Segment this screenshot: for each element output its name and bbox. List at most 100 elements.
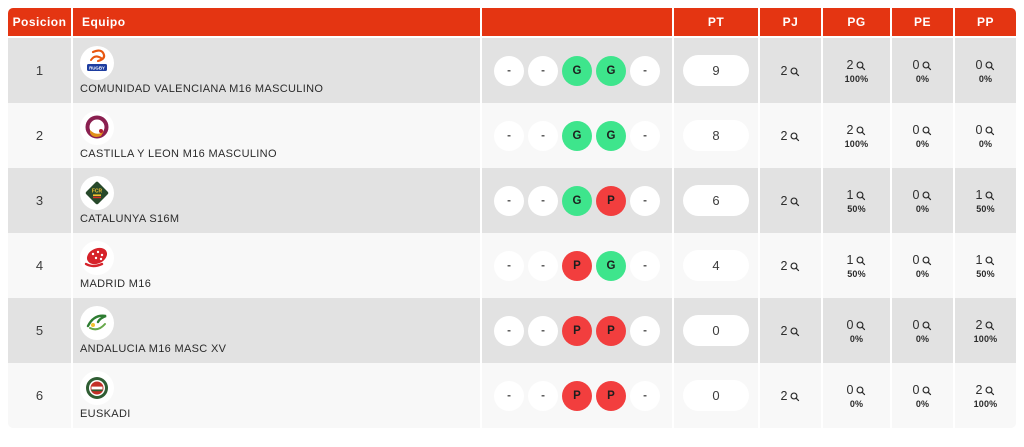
wins-cell[interactable]: 1 50% (821, 233, 890, 298)
played-value: 2 (780, 323, 788, 338)
andalucia-logo-icon (80, 306, 114, 340)
wins-value: 0 (846, 382, 854, 397)
magnifier-icon[interactable] (922, 61, 932, 71)
magnifier-icon[interactable] (856, 61, 866, 71)
form-result-indicator: - (630, 185, 660, 216)
losses-cell[interactable]: 2 100% (953, 298, 1016, 363)
form-result-indicator: P (562, 250, 592, 281)
magnifier-icon[interactable] (856, 191, 866, 201)
magnifier-icon[interactable] (856, 386, 866, 396)
form-result-indicator: P (562, 380, 592, 411)
draws-cell[interactable]: 0 0% (890, 298, 953, 363)
svg-text:FCR: FCR (92, 189, 103, 195)
losses-value: 1 (975, 252, 983, 267)
draws-cell[interactable]: 0 0% (890, 168, 953, 233)
magnifier-icon[interactable] (856, 256, 866, 266)
draws-cell[interactable]: 0 0% (890, 363, 953, 428)
magnifier-icon[interactable] (790, 392, 800, 402)
team-cell[interactable]: MADRID M16 (71, 233, 480, 298)
table-row: 5 ANDALUCIA M16 MASC XV - - P P - 0 2 0 (8, 298, 1016, 363)
catalunya-logo-icon: FCR (80, 176, 114, 210)
losses-percentage: 50% (976, 268, 995, 279)
header-form (480, 8, 672, 36)
form-cell: - - G G - (480, 38, 672, 103)
magnifier-icon[interactable] (922, 321, 932, 331)
played-cell[interactable]: 2 (758, 103, 821, 168)
losses-value: 0 (975, 57, 983, 72)
wins-cell[interactable]: 1 50% (821, 168, 890, 233)
form-result-indicator: - (528, 315, 558, 346)
magnifier-icon[interactable] (790, 262, 800, 272)
losses-percentage: 0% (978, 138, 993, 149)
wins-percentage: 50% (847, 268, 866, 279)
wins-value: 0 (846, 317, 854, 332)
losses-value: 1 (975, 187, 983, 202)
team-cell[interactable]: CASTILLA Y LEON M16 MASCULINO (71, 103, 480, 168)
magnifier-icon[interactable] (985, 321, 995, 331)
table-row: 2 CASTILLA Y LEON M16 MASCULINO - - G G … (8, 103, 1016, 168)
form-result-indicator: - (494, 185, 524, 216)
form-result-indicator: - (630, 250, 660, 281)
form-result-indicator: P (596, 380, 626, 411)
magnifier-icon[interactable] (985, 386, 995, 396)
losses-cell[interactable]: 2 100% (953, 363, 1016, 428)
played-cell[interactable]: 2 (758, 233, 821, 298)
team-name: COMUNIDAD VALENCIANA M16 MASCULINO (80, 83, 324, 95)
losses-cell[interactable]: 0 0% (953, 103, 1016, 168)
header-pg: PG (821, 8, 890, 36)
magnifier-icon[interactable] (856, 321, 866, 331)
team-cell[interactable]: RUGBY COMUNIDAD VALENCIANA M16 MASCULINO (71, 38, 480, 103)
losses-cell[interactable]: 1 50% (953, 168, 1016, 233)
draws-cell[interactable]: 0 0% (890, 103, 953, 168)
magnifier-icon[interactable] (985, 256, 995, 266)
wins-cell[interactable]: 2 100% (821, 103, 890, 168)
team-name: EUSKADI (80, 408, 131, 420)
form-result-indicator: - (528, 185, 558, 216)
losses-value: 0 (975, 122, 983, 137)
magnifier-icon[interactable] (790, 327, 800, 337)
magnifier-icon[interactable] (922, 126, 932, 136)
form-result-indicator: G (562, 120, 592, 151)
draws-percentage: 0% (915, 203, 930, 214)
team-cell[interactable]: EUSKADI (71, 363, 480, 428)
header-pt: PT (672, 8, 758, 36)
magnifier-icon[interactable] (856, 126, 866, 136)
draws-cell[interactable]: 0 0% (890, 38, 953, 103)
losses-cell[interactable]: 1 50% (953, 233, 1016, 298)
magnifier-icon[interactable] (985, 191, 995, 201)
team-cell[interactable]: FCR CATALUNYA S16M (71, 168, 480, 233)
magnifier-icon[interactable] (922, 256, 932, 266)
points-cell: 0 (672, 298, 758, 363)
magnifier-icon[interactable] (985, 61, 995, 71)
form-result-indicator: G (562, 185, 592, 216)
wins-cell[interactable]: 0 0% (821, 298, 890, 363)
losses-cell[interactable]: 0 0% (953, 38, 1016, 103)
wins-cell[interactable]: 2 100% (821, 38, 890, 103)
team-cell[interactable]: ANDALUCIA M16 MASC XV (71, 298, 480, 363)
played-cell[interactable]: 2 (758, 298, 821, 363)
magnifier-icon[interactable] (790, 197, 800, 207)
played-cell[interactable]: 2 (758, 38, 821, 103)
magnifier-icon[interactable] (922, 386, 932, 396)
standings-table: Posicion Equipo PT PJ PG PE PP 1 RUGBY C… (8, 8, 1016, 428)
points-pill: 4 (683, 250, 749, 281)
euskadi-logo-icon (80, 371, 114, 405)
magnifier-icon[interactable] (985, 126, 995, 136)
magnifier-icon[interactable] (790, 67, 800, 77)
magnifier-icon[interactable] (922, 191, 932, 201)
wins-cell[interactable]: 0 0% (821, 363, 890, 428)
castilla-y-leon-logo-icon (80, 111, 114, 145)
played-cell[interactable]: 2 (758, 168, 821, 233)
losses-percentage: 50% (976, 203, 995, 214)
form-result-indicator: - (630, 55, 660, 86)
table-row: 1 RUGBY COMUNIDAD VALENCIANA M16 MASCULI… (8, 38, 1016, 103)
played-value: 2 (780, 258, 788, 273)
form-result-indicator: P (596, 315, 626, 346)
points-cell: 0 (672, 363, 758, 428)
form-cell: - - P P - (480, 298, 672, 363)
played-cell[interactable]: 2 (758, 363, 821, 428)
form-cell: - - P P - (480, 363, 672, 428)
form-cell: - - G G - (480, 103, 672, 168)
draws-cell[interactable]: 0 0% (890, 233, 953, 298)
magnifier-icon[interactable] (790, 132, 800, 142)
